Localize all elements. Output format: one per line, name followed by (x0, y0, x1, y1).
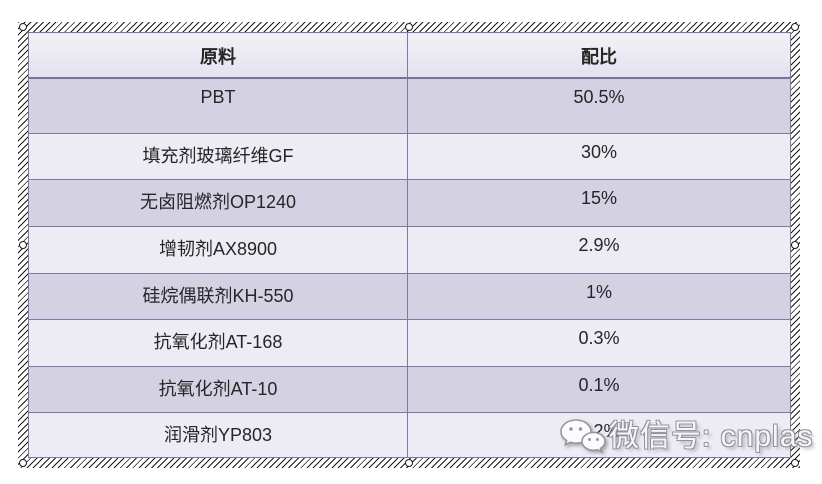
table-row: 抗氧化剂AT-10 0.1% (28, 365, 791, 414)
column-header-ratio[interactable]: 配比 (407, 32, 791, 79)
material-cell[interactable]: 增韧剂AX8900 (28, 225, 408, 274)
column-header-material[interactable]: 原料 (28, 32, 408, 79)
selection-handle-middle-right[interactable] (791, 241, 799, 249)
selection-handle-bottom-right[interactable] (791, 459, 799, 467)
ratio-cell[interactable]: 2.9% (407, 225, 791, 274)
selection-handle-bottom-left[interactable] (19, 459, 27, 467)
table-row: 润滑剂YP803 0.2% (28, 412, 791, 458)
formula-table: 原料 配比 PBT 50.5% 填充剂玻璃纤维GF 30% 无卤阻燃剂OP124… (28, 32, 791, 458)
selection-handle-bottom-middle[interactable] (405, 459, 413, 467)
material-cell[interactable]: 润滑剂YP803 (28, 412, 408, 458)
material-cell[interactable]: PBT (28, 77, 408, 134)
selection-handle-top-middle[interactable] (405, 23, 413, 31)
table-row: 填充剂玻璃纤维GF 30% (28, 132, 791, 181)
ratio-cell[interactable]: 15% (407, 179, 791, 227)
ratio-cell[interactable]: 0.3% (407, 319, 791, 367)
header-row: 原料 配比 (28, 32, 791, 79)
selection-handle-top-right[interactable] (791, 23, 799, 31)
table-row: 硅烷偶联剂KH-550 1% (28, 272, 791, 321)
ratio-cell[interactable]: 1% (407, 272, 791, 321)
material-cell[interactable]: 抗氧化剂AT-10 (28, 365, 408, 414)
selected-table-frame: 原料 配比 PBT 50.5% 填充剂玻璃纤维GF 30% 无卤阻燃剂OP124… (18, 22, 800, 468)
ratio-cell[interactable]: 0.1% (407, 365, 791, 414)
table-row: PBT 50.5% (28, 77, 791, 134)
table-row: 增韧剂AX8900 2.9% (28, 225, 791, 274)
ratio-cell[interactable]: 0.2% (407, 412, 791, 458)
selection-handle-top-left[interactable] (19, 23, 27, 31)
selection-handle-middle-left[interactable] (19, 241, 27, 249)
ratio-cell[interactable]: 50.5% (407, 77, 791, 134)
table-row: 抗氧化剂AT-168 0.3% (28, 319, 791, 367)
table-row: 无卤阻燃剂OP1240 15% (28, 179, 791, 227)
material-cell[interactable]: 硅烷偶联剂KH-550 (28, 272, 408, 321)
material-cell[interactable]: 抗氧化剂AT-168 (28, 319, 408, 367)
ratio-cell[interactable]: 30% (407, 132, 791, 181)
material-cell[interactable]: 填充剂玻璃纤维GF (28, 132, 408, 181)
material-cell[interactable]: 无卤阻燃剂OP1240 (28, 179, 408, 227)
